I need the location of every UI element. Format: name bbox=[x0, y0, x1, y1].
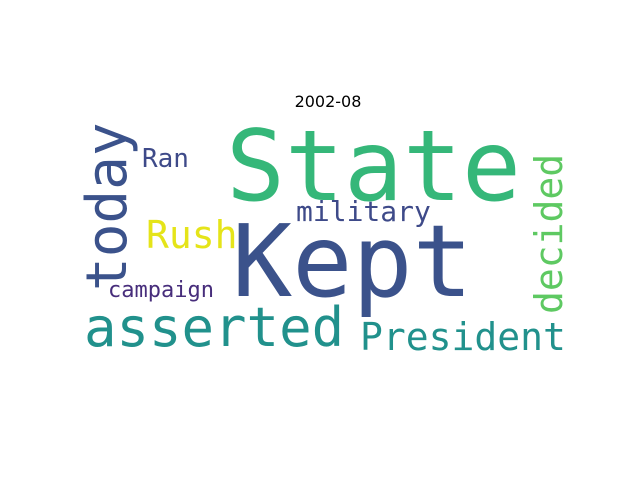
word-today: today bbox=[75, 122, 140, 291]
word-cloud: State Kept asserted today President deci… bbox=[75, 110, 576, 366]
word-ran: Ran bbox=[142, 144, 189, 174]
word-state: State bbox=[226, 110, 522, 224]
word-rush: Rush bbox=[146, 213, 238, 257]
word-decided: decided bbox=[527, 153, 571, 314]
word-asserted: asserted bbox=[84, 296, 345, 359]
word-campaign: campaign bbox=[108, 278, 214, 303]
word-kept: Kept bbox=[232, 203, 473, 320]
word-military: military bbox=[296, 195, 431, 228]
word-president: President bbox=[360, 315, 566, 359]
figure-title: 2002-08 bbox=[294, 92, 362, 111]
